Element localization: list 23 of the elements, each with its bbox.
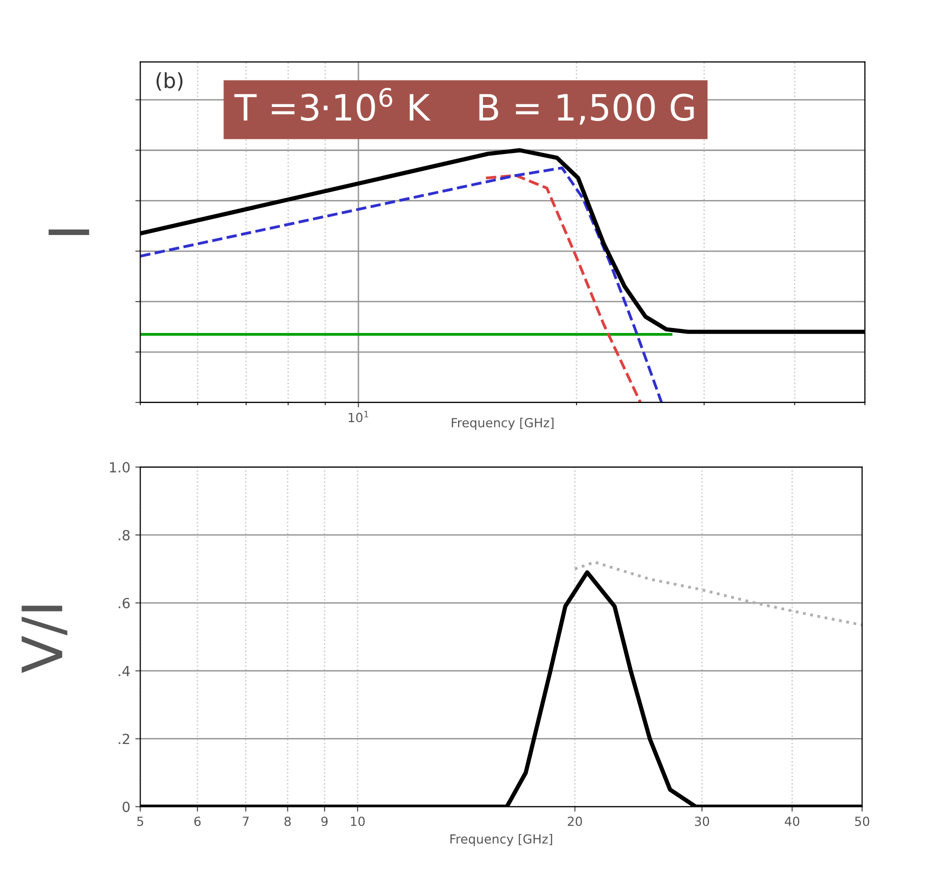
text: 10$^{1}$ (348, 410, 368, 422)
x-tick-label: 5 (137, 816, 144, 826)
x-tick-label: 30 (694, 816, 710, 826)
x-axis-title: Frequency [GHz] (450, 834, 552, 846)
text: (b) (156, 72, 182, 91)
x-tick-label: 20 (568, 816, 582, 826)
y-axis-title: V/I (22, 606, 68, 673)
x-tick-label: 9 (321, 816, 328, 826)
x-tick-label: 6 (194, 816, 201, 826)
y-axis-title: I (48, 229, 90, 235)
x-tick-label: 40 (784, 816, 800, 826)
y-tick-label: .6 (118, 598, 130, 608)
x-tick-label: 50 (855, 816, 870, 826)
x-tick-label: 7 (242, 816, 249, 826)
y-tick-label: 0 (122, 802, 130, 812)
x-tick-label: 8 (284, 816, 291, 826)
y-tick-label: 1.0 (110, 462, 130, 473)
text: T =3·10$^{6}$ K B = 1,500 G (234, 88, 694, 125)
y-tick-label: .4 (118, 666, 130, 676)
y-tick-label: .2 (118, 734, 130, 744)
x-axis-title: Frequency [GHz] (452, 418, 554, 430)
x-tick-label: 10 (350, 816, 365, 826)
y-tick-label: .8 (118, 530, 130, 540)
